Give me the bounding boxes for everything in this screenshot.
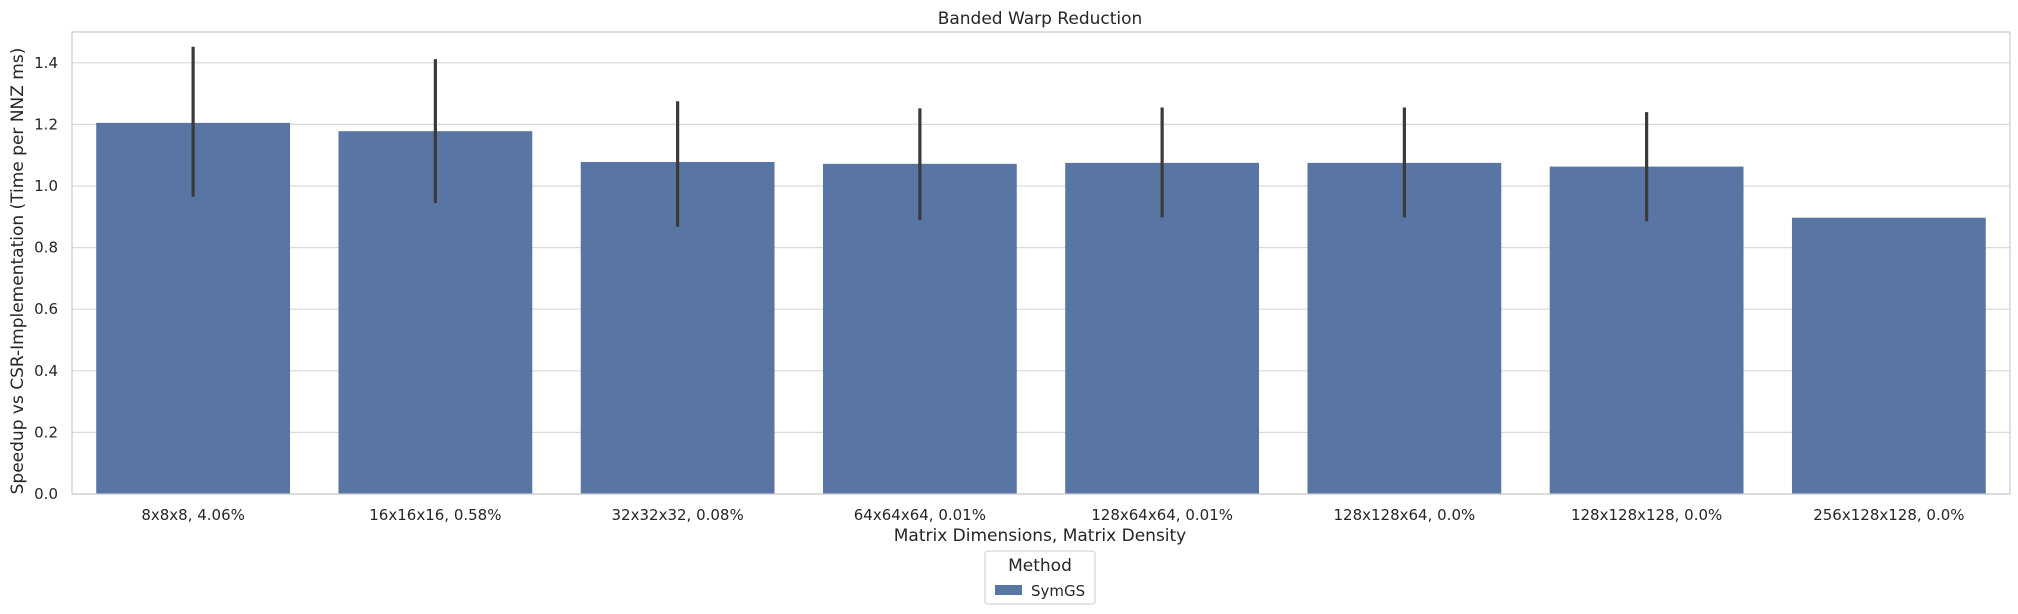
x-tick-label: 128x64x64, 0.01% bbox=[1091, 506, 1233, 524]
y-tick-label: 0.6 bbox=[34, 300, 58, 318]
x-tick-label: 128x128x128, 0.0% bbox=[1571, 506, 1722, 524]
y-tick-label: 0.8 bbox=[34, 239, 58, 257]
chart-title: Banded Warp Reduction bbox=[938, 9, 1143, 29]
legend: Method SymGS bbox=[984, 550, 1096, 605]
legend-swatch-symgs bbox=[995, 585, 1022, 595]
y-tick-label: 0.2 bbox=[34, 423, 58, 441]
x-tick-label: 256x128x128, 0.0% bbox=[1813, 506, 1964, 524]
legend-title: Method bbox=[1008, 556, 1072, 576]
error-bars bbox=[191, 46, 1649, 227]
bar bbox=[1065, 162, 1260, 494]
y-tick-labels: 0.0 0.2 0.4 0.6 0.8 1.0 1.2 1.4 bbox=[34, 54, 58, 503]
bars bbox=[96, 122, 1986, 495]
x-tick-label: 8x8x8, 4.06% bbox=[141, 506, 245, 524]
x-tick-labels: 8x8x8, 4.06% 16x16x16, 0.58% 32x32x32, 0.0… bbox=[141, 506, 1964, 524]
y-tick-label: 0.4 bbox=[34, 362, 58, 380]
bar bbox=[1307, 162, 1502, 494]
y-tick-label: 1.0 bbox=[34, 177, 58, 195]
y-axis-label: Speedup vs CSR-Implementation (Time per … bbox=[8, 48, 28, 495]
bar bbox=[1791, 217, 1986, 494]
y-tick-label: 0.0 bbox=[34, 485, 58, 503]
x-tick-label: 32x32x32, 0.08% bbox=[612, 506, 744, 524]
x-tick-label: 64x64x64, 0.01% bbox=[854, 506, 986, 524]
legend-label-symgs: SymGS bbox=[1031, 582, 1085, 600]
y-tick-label: 1.4 bbox=[34, 54, 58, 72]
x-tick-label: 16x16x16, 0.58% bbox=[369, 506, 501, 524]
y-tick-label: 1.2 bbox=[34, 115, 58, 133]
x-axis-label: Matrix Dimensions, Matrix Density bbox=[894, 526, 1187, 546]
x-tick-label: 128x128x64, 0.0% bbox=[1334, 506, 1476, 524]
plot-frame bbox=[71, 31, 2011, 495]
